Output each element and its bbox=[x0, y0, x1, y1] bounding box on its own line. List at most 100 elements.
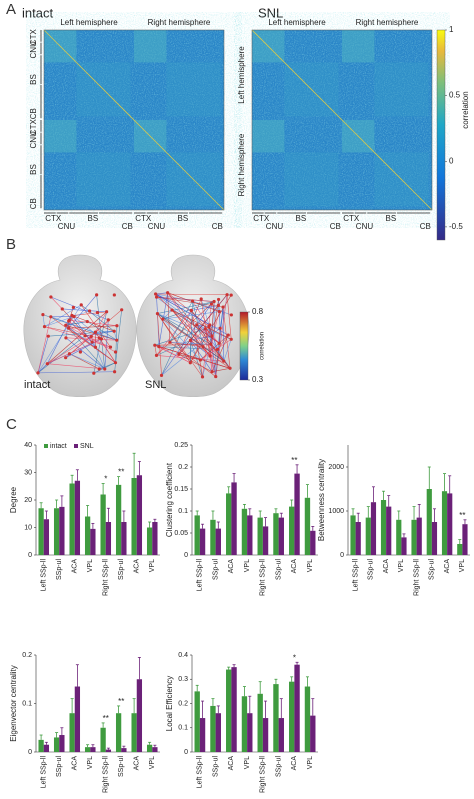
significance: * bbox=[104, 475, 107, 484]
network-edge bbox=[65, 324, 117, 341]
network-edge bbox=[37, 335, 86, 374]
bar bbox=[74, 480, 81, 555]
bar bbox=[447, 493, 453, 555]
x-tick-label: VPL bbox=[244, 559, 251, 572]
x-tick-label: VPL bbox=[459, 559, 466, 572]
network-edge bbox=[215, 294, 228, 377]
network-edge bbox=[68, 294, 97, 329]
network-node bbox=[87, 309, 92, 313]
panel-label: B bbox=[6, 236, 16, 253]
network-node bbox=[214, 374, 218, 379]
network-node bbox=[229, 293, 233, 297]
network-node bbox=[108, 345, 113, 349]
network-node bbox=[120, 308, 124, 312]
network-node bbox=[170, 308, 174, 312]
bar bbox=[441, 491, 448, 555]
network-edge bbox=[223, 339, 232, 362]
network-node bbox=[154, 292, 158, 296]
y-tick-label: 1000 bbox=[328, 508, 344, 515]
heatmap-frame bbox=[43, 29, 225, 211]
network-node bbox=[166, 291, 170, 295]
x-tick-label: VPL bbox=[149, 756, 156, 769]
network-node bbox=[79, 303, 83, 307]
x-tick-label: SSp-ul bbox=[212, 756, 219, 777]
x-tick-label: SSp-ul bbox=[429, 559, 436, 580]
heatmap-frame bbox=[251, 29, 433, 211]
x-tick-label: Left SSp-ll bbox=[41, 756, 48, 789]
colorbar-tick-label: 0 bbox=[449, 156, 454, 165]
region-label: CTX bbox=[135, 214, 152, 223]
colorbar bbox=[239, 311, 249, 381]
bar bbox=[278, 517, 284, 555]
network-edge bbox=[85, 330, 115, 337]
network-node bbox=[60, 307, 64, 311]
region-label: BS bbox=[29, 164, 38, 175]
x-tick-label: ACA bbox=[134, 559, 141, 574]
brain-label: intact bbox=[24, 379, 50, 391]
bar bbox=[289, 681, 295, 752]
network-node bbox=[113, 350, 118, 354]
network-edge bbox=[37, 316, 52, 373]
colorbar-tick-label: -0.5 bbox=[449, 222, 463, 231]
network-node bbox=[41, 313, 45, 317]
heatmap-block bbox=[134, 30, 167, 63]
x-tick-label: VPL bbox=[307, 559, 314, 572]
colorbar-tick-label: 0.8 bbox=[252, 307, 264, 316]
x-tick-label: ACA bbox=[72, 559, 79, 574]
x-tick-label: ACA bbox=[72, 756, 79, 771]
network-edge bbox=[65, 309, 122, 358]
y-tick-label: 20 bbox=[24, 497, 32, 504]
bar bbox=[247, 713, 253, 752]
brain bbox=[136, 254, 250, 398]
y-tick-label: 0.2 bbox=[178, 464, 188, 471]
network-node bbox=[90, 340, 94, 344]
network-edge bbox=[209, 299, 219, 357]
bar bbox=[411, 519, 417, 555]
bar bbox=[53, 737, 60, 752]
region-label: CNU bbox=[29, 41, 38, 59]
y-tick-label: 0.4 bbox=[178, 652, 188, 659]
network-node bbox=[208, 323, 212, 327]
bar bbox=[84, 516, 91, 555]
x-tick-label: SSp-ul bbox=[56, 756, 63, 777]
network-edge bbox=[169, 300, 193, 343]
network-node bbox=[226, 333, 230, 337]
y-tick-label: 0.3 bbox=[178, 676, 188, 683]
network-edge bbox=[154, 344, 231, 369]
bar bbox=[262, 718, 269, 752]
network-node bbox=[229, 313, 233, 317]
network-edge bbox=[156, 297, 158, 314]
network-edge bbox=[178, 354, 201, 361]
network-edge bbox=[191, 310, 231, 369]
bar bbox=[380, 500, 387, 555]
y-tick-label: 0.05 bbox=[174, 530, 188, 537]
network-edge bbox=[115, 325, 118, 363]
network-node bbox=[225, 293, 229, 297]
network-node bbox=[203, 327, 207, 331]
bar bbox=[396, 519, 402, 555]
region-label: CNU bbox=[266, 222, 284, 231]
region-label: CTX bbox=[45, 214, 62, 223]
bar bbox=[74, 686, 81, 752]
bar bbox=[257, 693, 263, 752]
network-edge bbox=[178, 328, 206, 355]
hemisphere-label: Right hemisphere bbox=[356, 18, 419, 27]
network-edge bbox=[68, 327, 116, 363]
network-edge bbox=[211, 334, 229, 372]
region-label: CB bbox=[29, 198, 38, 209]
bar bbox=[273, 684, 279, 752]
network-node bbox=[217, 341, 221, 345]
network-node bbox=[216, 297, 221, 302]
bar bbox=[247, 515, 253, 555]
network-edge bbox=[73, 316, 102, 340]
colorbar-label: correlation bbox=[461, 91, 470, 128]
x-tick-label: Left SSp-ll bbox=[197, 559, 204, 592]
network-edge bbox=[95, 311, 107, 333]
bar bbox=[257, 517, 263, 555]
network-node bbox=[195, 323, 199, 327]
colorbar bbox=[436, 29, 446, 241]
bar bbox=[210, 705, 216, 752]
x-tick-label: VPL bbox=[87, 559, 94, 572]
network-edge bbox=[157, 313, 203, 378]
region-label: BS bbox=[88, 214, 99, 223]
